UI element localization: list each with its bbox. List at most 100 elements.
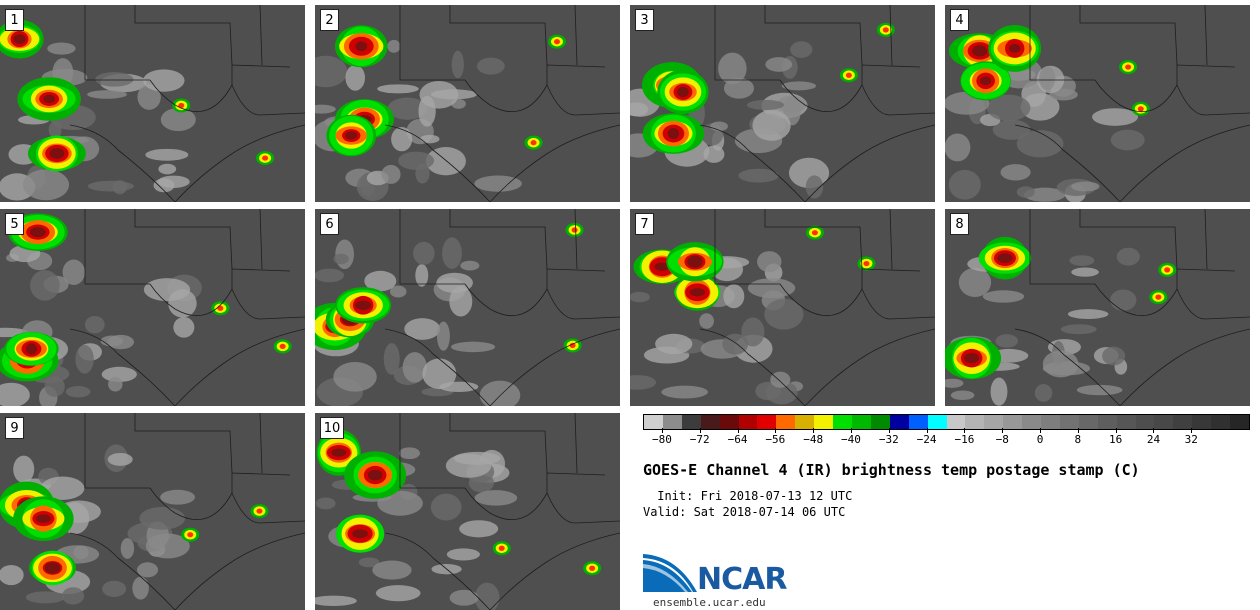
colorbar-tick [1002, 428, 1004, 433]
colorbar-segment [1192, 415, 1212, 429]
colorbar-tick-label: 16 [1109, 433, 1123, 446]
panel-9: 9 [0, 413, 305, 610]
colorbar-tick-label: 8 [1074, 433, 1082, 446]
colorbar-segment [1211, 415, 1231, 429]
panel-5: 5 [0, 209, 305, 406]
satellite-map [630, 209, 935, 406]
colorbar-segment [662, 415, 682, 429]
colorbar-segment [908, 415, 928, 429]
colorbar-tick-label: −80 [651, 433, 672, 446]
colorbar-tick [1115, 428, 1117, 433]
panel-number-label: 7 [635, 213, 654, 235]
panel-number-label: 8 [950, 213, 969, 235]
colorbar-segment [946, 415, 966, 429]
colorbar-segment [1097, 415, 1117, 429]
colorbar-tick-label: −32 [878, 433, 899, 446]
colorbar-segment [644, 415, 663, 429]
satellite-map [315, 5, 620, 202]
colorbar-tick-label: −8 [995, 433, 1009, 446]
ncar-logo-icon [643, 554, 697, 592]
colorbar-ticks: −80 −72 −64 −56 −48 −40 −32 −24 −16 −8 0 8 16 24 32 [643, 428, 1248, 450]
colorbar-tick [737, 428, 739, 433]
colorbar-segment [795, 415, 815, 429]
colorbar-tick [888, 428, 890, 433]
colorbar-tick-label: 0 [1036, 433, 1044, 446]
colorbar-segment [1230, 415, 1249, 429]
colorbar-segment [833, 415, 852, 429]
valid-time: Valid: Sat 2018-07-14 06 UTC [643, 505, 846, 519]
panel-1: 1 [0, 5, 305, 202]
panel-number-label: 5 [5, 213, 24, 235]
satellite-map [945, 5, 1250, 202]
logo-text: NCAR [697, 562, 787, 597]
colorbar-segment [1116, 415, 1136, 429]
panel-4: 4 [945, 5, 1250, 202]
satellite-map [0, 5, 305, 202]
panel-number-label: 10 [320, 417, 344, 439]
colorbar-segment [965, 415, 985, 429]
colorbar-tick [699, 428, 701, 433]
colorbar-segment [776, 415, 796, 429]
panel-6: 6 [315, 209, 620, 406]
colorbar-tick [926, 428, 928, 433]
colorbar-segment [1154, 415, 1174, 429]
colorbar-segment [700, 415, 720, 429]
colorbar-tick [1040, 428, 1042, 433]
colorbar-tick-label: 32 [1184, 433, 1198, 446]
satellite-map [0, 209, 305, 406]
colorbar-tick-label: −48 [803, 433, 824, 446]
panel-number-label: 6 [320, 213, 339, 235]
colorbar-segment [927, 415, 947, 429]
colorbar-segment [889, 415, 909, 429]
colorbar-tick [661, 428, 663, 433]
colorbar-segment [1022, 415, 1042, 429]
colorbar-tick-label: −72 [689, 433, 710, 446]
figure-title: GOES-E Channel 4 (IR) brightness temp po… [643, 461, 1140, 479]
panel-number-label: 9 [5, 417, 24, 439]
satellite-map [315, 413, 620, 610]
colorbar-segment [719, 415, 739, 429]
colorbar-segment [757, 415, 777, 429]
colorbar-tick [1077, 428, 1079, 433]
colorbar-tick-label: 24 [1146, 433, 1161, 446]
colorbar-tick-label: −64 [727, 433, 748, 446]
satellite-map [0, 413, 305, 610]
colorbar-segment [1135, 415, 1155, 429]
init-time: Init: Fri 2018-07-13 12 UTC [650, 489, 853, 503]
panel-10: 10 [315, 413, 620, 610]
panel-2: 2 [315, 5, 620, 202]
colorbar-tick [850, 428, 852, 433]
colorbar [643, 414, 1250, 430]
colorbar-segment [851, 415, 871, 429]
panel-7: 7 [630, 209, 935, 406]
colorbar-segment [814, 415, 834, 429]
colorbar-tick-label: −56 [765, 433, 786, 446]
satellite-map [630, 5, 935, 202]
panel-8: 8 [945, 209, 1250, 406]
satellite-map [315, 209, 620, 406]
colorbar-tick [775, 428, 777, 433]
colorbar-tick [964, 428, 966, 433]
colorbar-segment [1059, 415, 1079, 429]
colorbar-segment [1003, 415, 1023, 429]
colorbar-tick [1153, 428, 1155, 433]
colorbar-tick [1191, 428, 1193, 433]
colorbar-tick-label: −16 [954, 433, 975, 446]
panel-number-label: 1 [5, 9, 24, 31]
colorbar-tick-label: −40 [841, 433, 861, 446]
colorbar-segment [738, 415, 758, 429]
colorbar-segment [681, 415, 701, 429]
panel-number-label: 3 [635, 9, 654, 31]
panel-3: 3 [630, 5, 935, 202]
colorbar-tick [813, 428, 815, 433]
colorbar-segment [1041, 415, 1060, 429]
panel-number-label: 4 [950, 9, 969, 31]
colorbar-segment [870, 415, 890, 429]
colorbar-tick-label: −24 [916, 433, 937, 446]
satellite-map [945, 209, 1250, 406]
site-url: ensemble.ucar.edu [653, 596, 766, 609]
panel-number-label: 2 [320, 9, 339, 31]
colorbar-segment [1173, 415, 1193, 429]
colorbar-segment [984, 415, 1004, 429]
colorbar-segment [1078, 415, 1098, 429]
